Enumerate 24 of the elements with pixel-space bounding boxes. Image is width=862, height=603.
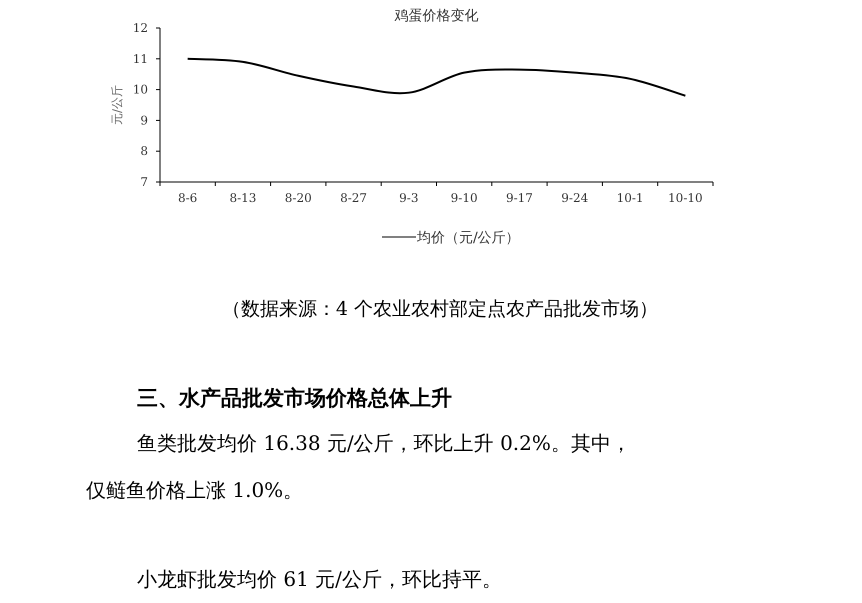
- x-tick-label: 8-13: [229, 191, 256, 205]
- text: 三、水产品批发市场价格总体上升: [137, 386, 452, 410]
- x-tick-label: 8-27: [340, 191, 368, 205]
- y-tick-label: 9: [140, 113, 148, 128]
- legend-label: 均价（元/公斤）: [416, 230, 520, 246]
- x-tick-label: 9-17: [506, 191, 533, 205]
- text: 小龙虾批发均价 61 元/公斤，环比持平。: [137, 567, 502, 591]
- y-tick-label: 12: [132, 21, 148, 35]
- y-axis-title: 元/公斤: [110, 84, 124, 126]
- x-tick-label: 10-10: [668, 191, 703, 205]
- x-tick-label: 9-24: [561, 191, 589, 205]
- text: 鱼类批发均价 16.38 元/公斤，环比上升 0.2%。其中，: [137, 431, 631, 455]
- y-tick-label: 11: [132, 52, 148, 66]
- chart-title: 鸡蛋价格变化: [394, 8, 478, 24]
- y-tick-label: 8: [140, 144, 148, 158]
- text: 仅鲢鱼价格上涨 1.0%。: [86, 478, 304, 502]
- y-tick-label: 10: [132, 82, 148, 97]
- y-tick-label: 7: [140, 175, 148, 189]
- x-tick-label: 9-10: [450, 191, 478, 205]
- text: （数据来源：4 个农业农村部定点农产品批发市场）: [222, 298, 658, 320]
- x-tick-label: 9-3: [399, 191, 419, 205]
- x-tick-label: 10-1: [616, 191, 644, 205]
- x-tick-label: 8-20: [284, 191, 312, 205]
- x-tick-label: 8-6: [178, 191, 198, 205]
